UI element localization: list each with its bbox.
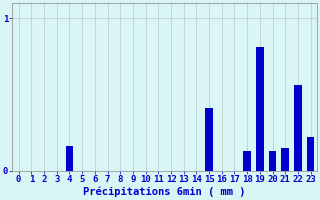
X-axis label: Précipitations 6min ( mm ): Précipitations 6min ( mm ) — [84, 187, 246, 197]
Bar — [294, 85, 302, 171]
Bar — [205, 108, 213, 171]
Bar — [282, 148, 289, 171]
Bar — [256, 47, 264, 171]
Bar — [66, 146, 73, 171]
Bar — [244, 151, 251, 171]
Bar — [269, 151, 276, 171]
Bar — [307, 137, 315, 171]
